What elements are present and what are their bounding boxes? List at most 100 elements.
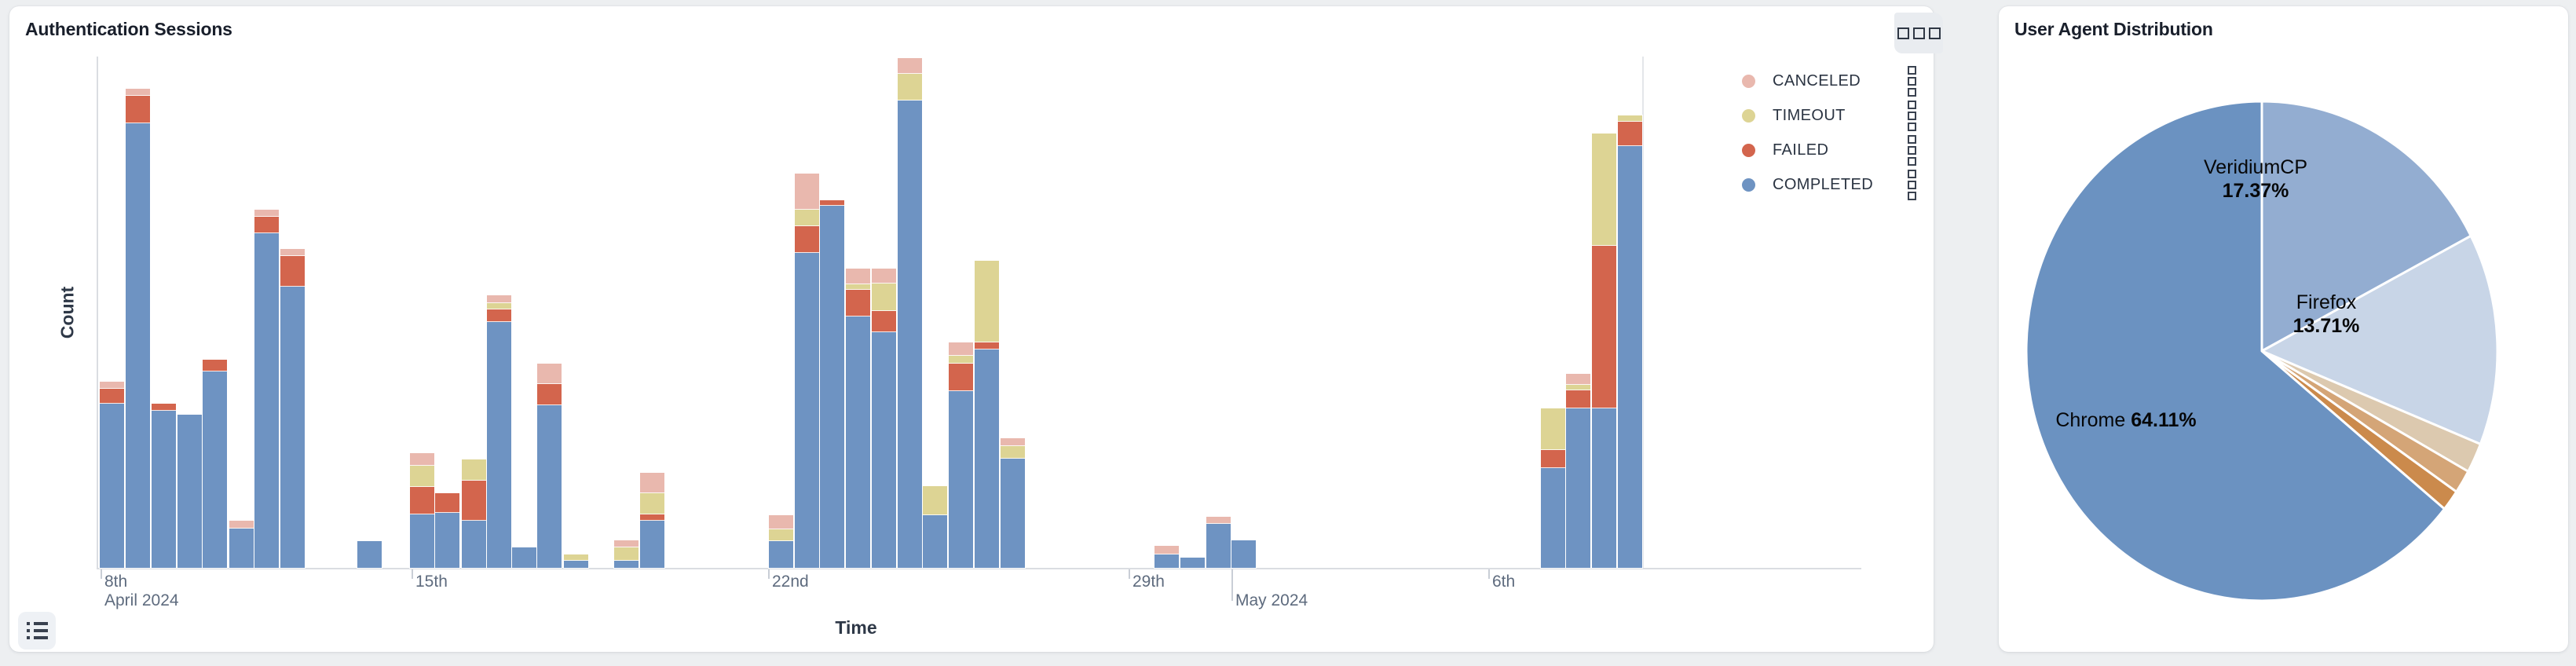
bar-segment-canceled <box>795 174 819 210</box>
stacked-bar[interactable] <box>151 402 177 569</box>
stacked-bar[interactable] <box>511 546 537 569</box>
bar-segment-timeout <box>795 210 819 227</box>
y-axis-line <box>97 57 98 568</box>
stacked-bar[interactable] <box>486 294 512 569</box>
bar-segment-completed <box>769 540 793 568</box>
bar-segment-completed <box>126 123 150 568</box>
stacked-bar[interactable] <box>409 452 435 569</box>
legend-item-completed[interactable]: COMPLETED <box>1734 167 1916 202</box>
bar-segment-completed <box>975 349 999 568</box>
bar-segment-canceled <box>100 381 124 389</box>
three-squares-icon <box>1895 27 1942 39</box>
bar-segment-canceled <box>126 89 150 97</box>
bar-segment-timeout <box>564 554 588 561</box>
drag-handle-icon[interactable] <box>1908 99 1916 132</box>
legend-dot <box>1742 74 1755 88</box>
bar-segment-completed <box>846 316 870 568</box>
stacked-bar[interactable] <box>125 88 151 569</box>
stacked-bar[interactable] <box>1154 544 1180 569</box>
bar-segment-canceled <box>254 210 279 218</box>
stacked-bar[interactable] <box>461 458 487 569</box>
user-agent-title: User Agent Distribution <box>2014 19 2213 39</box>
stacked-bar[interactable] <box>871 268 897 569</box>
stacked-bar[interactable] <box>974 260 1000 569</box>
bar-segment-completed <box>1566 408 1590 568</box>
bar-segment-timeout <box>1566 384 1590 390</box>
stacked-bar[interactable] <box>229 519 254 569</box>
stacked-bar[interactable] <box>1206 515 1231 569</box>
bar-segment-failed <box>100 388 124 404</box>
stacked-bar[interactable] <box>1617 115 1643 569</box>
bar-segment-failed <box>203 359 227 371</box>
bar-segment-failed <box>975 342 999 349</box>
drag-handle-icon[interactable] <box>1908 168 1916 201</box>
bar-segment-timeout <box>769 529 793 541</box>
legend-item-timeout[interactable]: TIMEOUT <box>1734 98 1916 133</box>
stacked-bar[interactable] <box>1540 407 1566 569</box>
bar-segment-failed <box>949 363 973 391</box>
stacked-bar[interactable] <box>1000 437 1026 569</box>
stacked-bar[interactable] <box>948 341 974 569</box>
bar-segment-completed <box>614 561 639 568</box>
bar-segment-completed <box>152 410 176 568</box>
bar-segment-timeout <box>410 465 434 487</box>
bar-segment-failed <box>1618 122 1642 147</box>
legend-item-canceled[interactable]: CANCELED <box>1734 64 1916 98</box>
bar-segment-completed <box>254 233 279 568</box>
stacked-bar[interactable] <box>1180 556 1206 569</box>
x-tick-mark <box>1231 569 1233 601</box>
drag-handle-icon[interactable] <box>1908 64 1916 97</box>
bar-segment-canceled <box>769 514 793 529</box>
stacked-bar[interactable] <box>280 248 306 569</box>
stacked-bar[interactable] <box>357 540 382 569</box>
stacked-bar[interactable] <box>254 209 280 569</box>
stacked-bar[interactable] <box>922 485 948 569</box>
stacked-bar[interactable] <box>819 199 845 569</box>
stacked-bar[interactable] <box>563 554 589 569</box>
bar-segment-timeout <box>1541 408 1565 450</box>
legend-dot <box>1742 177 1755 192</box>
bar-segment-canceled <box>537 363 562 384</box>
stacked-bar[interactable] <box>613 539 639 569</box>
stacked-bar[interactable] <box>1591 133 1617 569</box>
bar-segment-canceled <box>898 58 922 75</box>
x-tick-mark <box>1488 569 1490 579</box>
stacked-bar[interactable] <box>768 514 794 569</box>
bar-segment-canceled <box>1206 516 1231 524</box>
bar-segment-canceled <box>1566 373 1590 385</box>
bar-segment-canceled <box>487 295 511 303</box>
stacked-bar[interactable] <box>434 492 460 569</box>
bar-segment-completed <box>898 101 922 568</box>
stacked-bar[interactable] <box>897 57 923 569</box>
stacked-bar[interactable] <box>639 471 665 569</box>
legend-item-failed[interactable]: FAILED <box>1734 133 1916 167</box>
pie-slice-firefox[interactable] <box>2262 236 2497 444</box>
stacked-bar[interactable] <box>1565 372 1591 569</box>
x-tick-month-label: May 2024 <box>1235 591 1308 609</box>
bar-segment-timeout <box>462 459 486 481</box>
stacked-bar[interactable] <box>202 358 228 569</box>
bar-segment-failed <box>1541 449 1565 468</box>
bar-segment-canceled <box>872 269 896 284</box>
card-menu-button[interactable] <box>1894 13 1943 53</box>
auth-sessions-title: Authentication Sessions <box>25 19 232 39</box>
bar-segment-timeout <box>949 355 973 364</box>
bar-segment-canceled <box>846 269 870 285</box>
stacked-bar[interactable] <box>177 413 203 569</box>
toggle-list-button[interactable] <box>18 612 56 650</box>
bar-segment-failed <box>795 226 819 254</box>
drag-handle-icon[interactable] <box>1908 134 1916 166</box>
x-tick-label: 8th <box>104 573 128 591</box>
stacked-bar[interactable] <box>845 268 871 569</box>
bar-segment-failed <box>537 383 562 405</box>
pie-slice-label: Chrome 64.11% <box>2055 409 2197 431</box>
stacked-bar[interactable] <box>536 362 562 569</box>
stacked-bar[interactable] <box>99 380 125 569</box>
pie-slice-veridiumcp[interactable] <box>2262 101 2471 351</box>
pie-slice-chrome[interactable] <box>2026 101 2444 601</box>
stacked-bar[interactable] <box>794 173 820 569</box>
stacked-bar[interactable] <box>1231 539 1257 569</box>
bar-segment-timeout <box>872 284 896 311</box>
bar-segment-completed <box>1001 458 1025 568</box>
pie-chart <box>1999 6 2568 652</box>
